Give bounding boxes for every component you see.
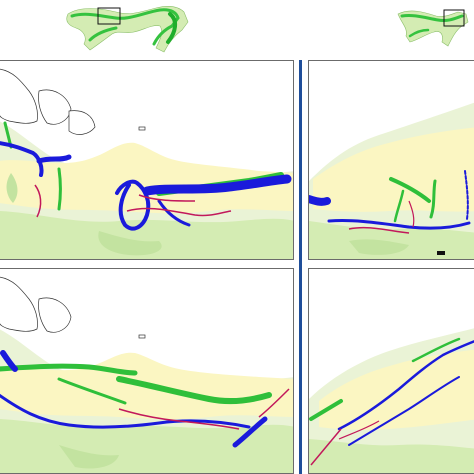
panel-bottom-left [0, 268, 294, 474]
right-inset-map [396, 0, 474, 58]
map-bottom-right [309, 269, 474, 473]
left-inset-extent-box [97, 7, 121, 25]
map-top-right [309, 61, 474, 259]
panel-top-right [308, 60, 474, 260]
panel-bottom-right [308, 268, 474, 474]
left-inset-map [60, 0, 200, 58]
map-bottom-left [0, 269, 293, 473]
panel-top-left [0, 60, 294, 260]
column-divider [299, 60, 302, 474]
map-top-left [0, 61, 293, 259]
right-inset-extent-box [443, 9, 465, 27]
